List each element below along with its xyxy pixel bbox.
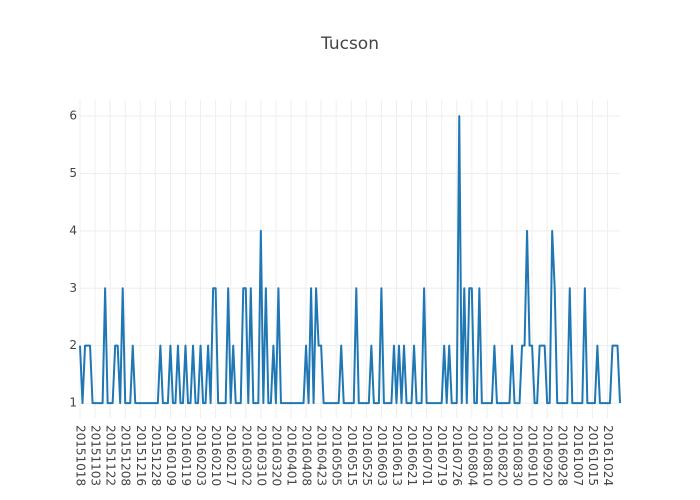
x-tick-label: 20160119 [179, 425, 193, 486]
x-tick-label: 20151228 [149, 425, 163, 486]
x-tick-label: 20160217 [224, 425, 238, 486]
x-tick-label: 20160920 [541, 425, 555, 486]
x-tick-label: 20151216 [134, 425, 148, 486]
x-tick-label: 20160423 [315, 425, 329, 486]
x-tick-label: 20161024 [601, 425, 615, 486]
x-tick-label: 20151208 [119, 425, 133, 486]
x-tick-label: 20160109 [164, 425, 178, 486]
x-tick-label: 20151122 [104, 425, 118, 486]
x-tick-label: 20161015 [586, 425, 600, 486]
x-tick-label: 20151103 [89, 425, 103, 486]
y-tick-label: 2 [69, 338, 77, 352]
x-tick-label: 20160726 [450, 425, 464, 486]
x-tick-label: 20160302 [239, 425, 253, 486]
x-tick-label: 20160621 [405, 425, 419, 486]
x-tick-label: 20160810 [480, 425, 494, 486]
y-tick-label: 3 [69, 281, 77, 295]
y-tick-label: 6 [69, 109, 77, 123]
y-tick-label: 4 [69, 223, 77, 237]
line [79, 115, 621, 405]
x-tick-label: 20160515 [345, 425, 359, 486]
x-tick-label: 20160525 [360, 425, 374, 486]
x-tick-label: 20160928 [556, 425, 570, 486]
y-tick-label: 1 [69, 396, 77, 410]
x-tick-label: 20160320 [269, 425, 283, 486]
x-tick-label: 20161007 [571, 425, 585, 486]
x-tick-label: 20160719 [435, 425, 449, 486]
x-tick-label: 20160820 [495, 425, 509, 486]
x-tick-label: 20160910 [526, 425, 540, 486]
x-tick-label: 20160310 [254, 425, 268, 486]
chart-title: Tucson [320, 34, 379, 54]
x-tick-label: 20160203 [194, 425, 208, 486]
x-tick-label: 20160613 [390, 425, 404, 486]
x-tick-label: 20160210 [209, 425, 223, 486]
x-tick-label: 20160401 [284, 425, 298, 486]
x-tick-label: 20160408 [300, 425, 314, 486]
x-tick-label: 20160701 [420, 425, 434, 486]
x-tick-label: 20151018 [74, 425, 88, 486]
y-tick-label: 5 [69, 166, 77, 180]
x-tick-label: 20160804 [465, 425, 479, 486]
x-tick-label: 20160830 [511, 425, 525, 486]
x-tick-label: 20160603 [375, 425, 389, 486]
x-tick-label: 20160505 [330, 425, 344, 486]
